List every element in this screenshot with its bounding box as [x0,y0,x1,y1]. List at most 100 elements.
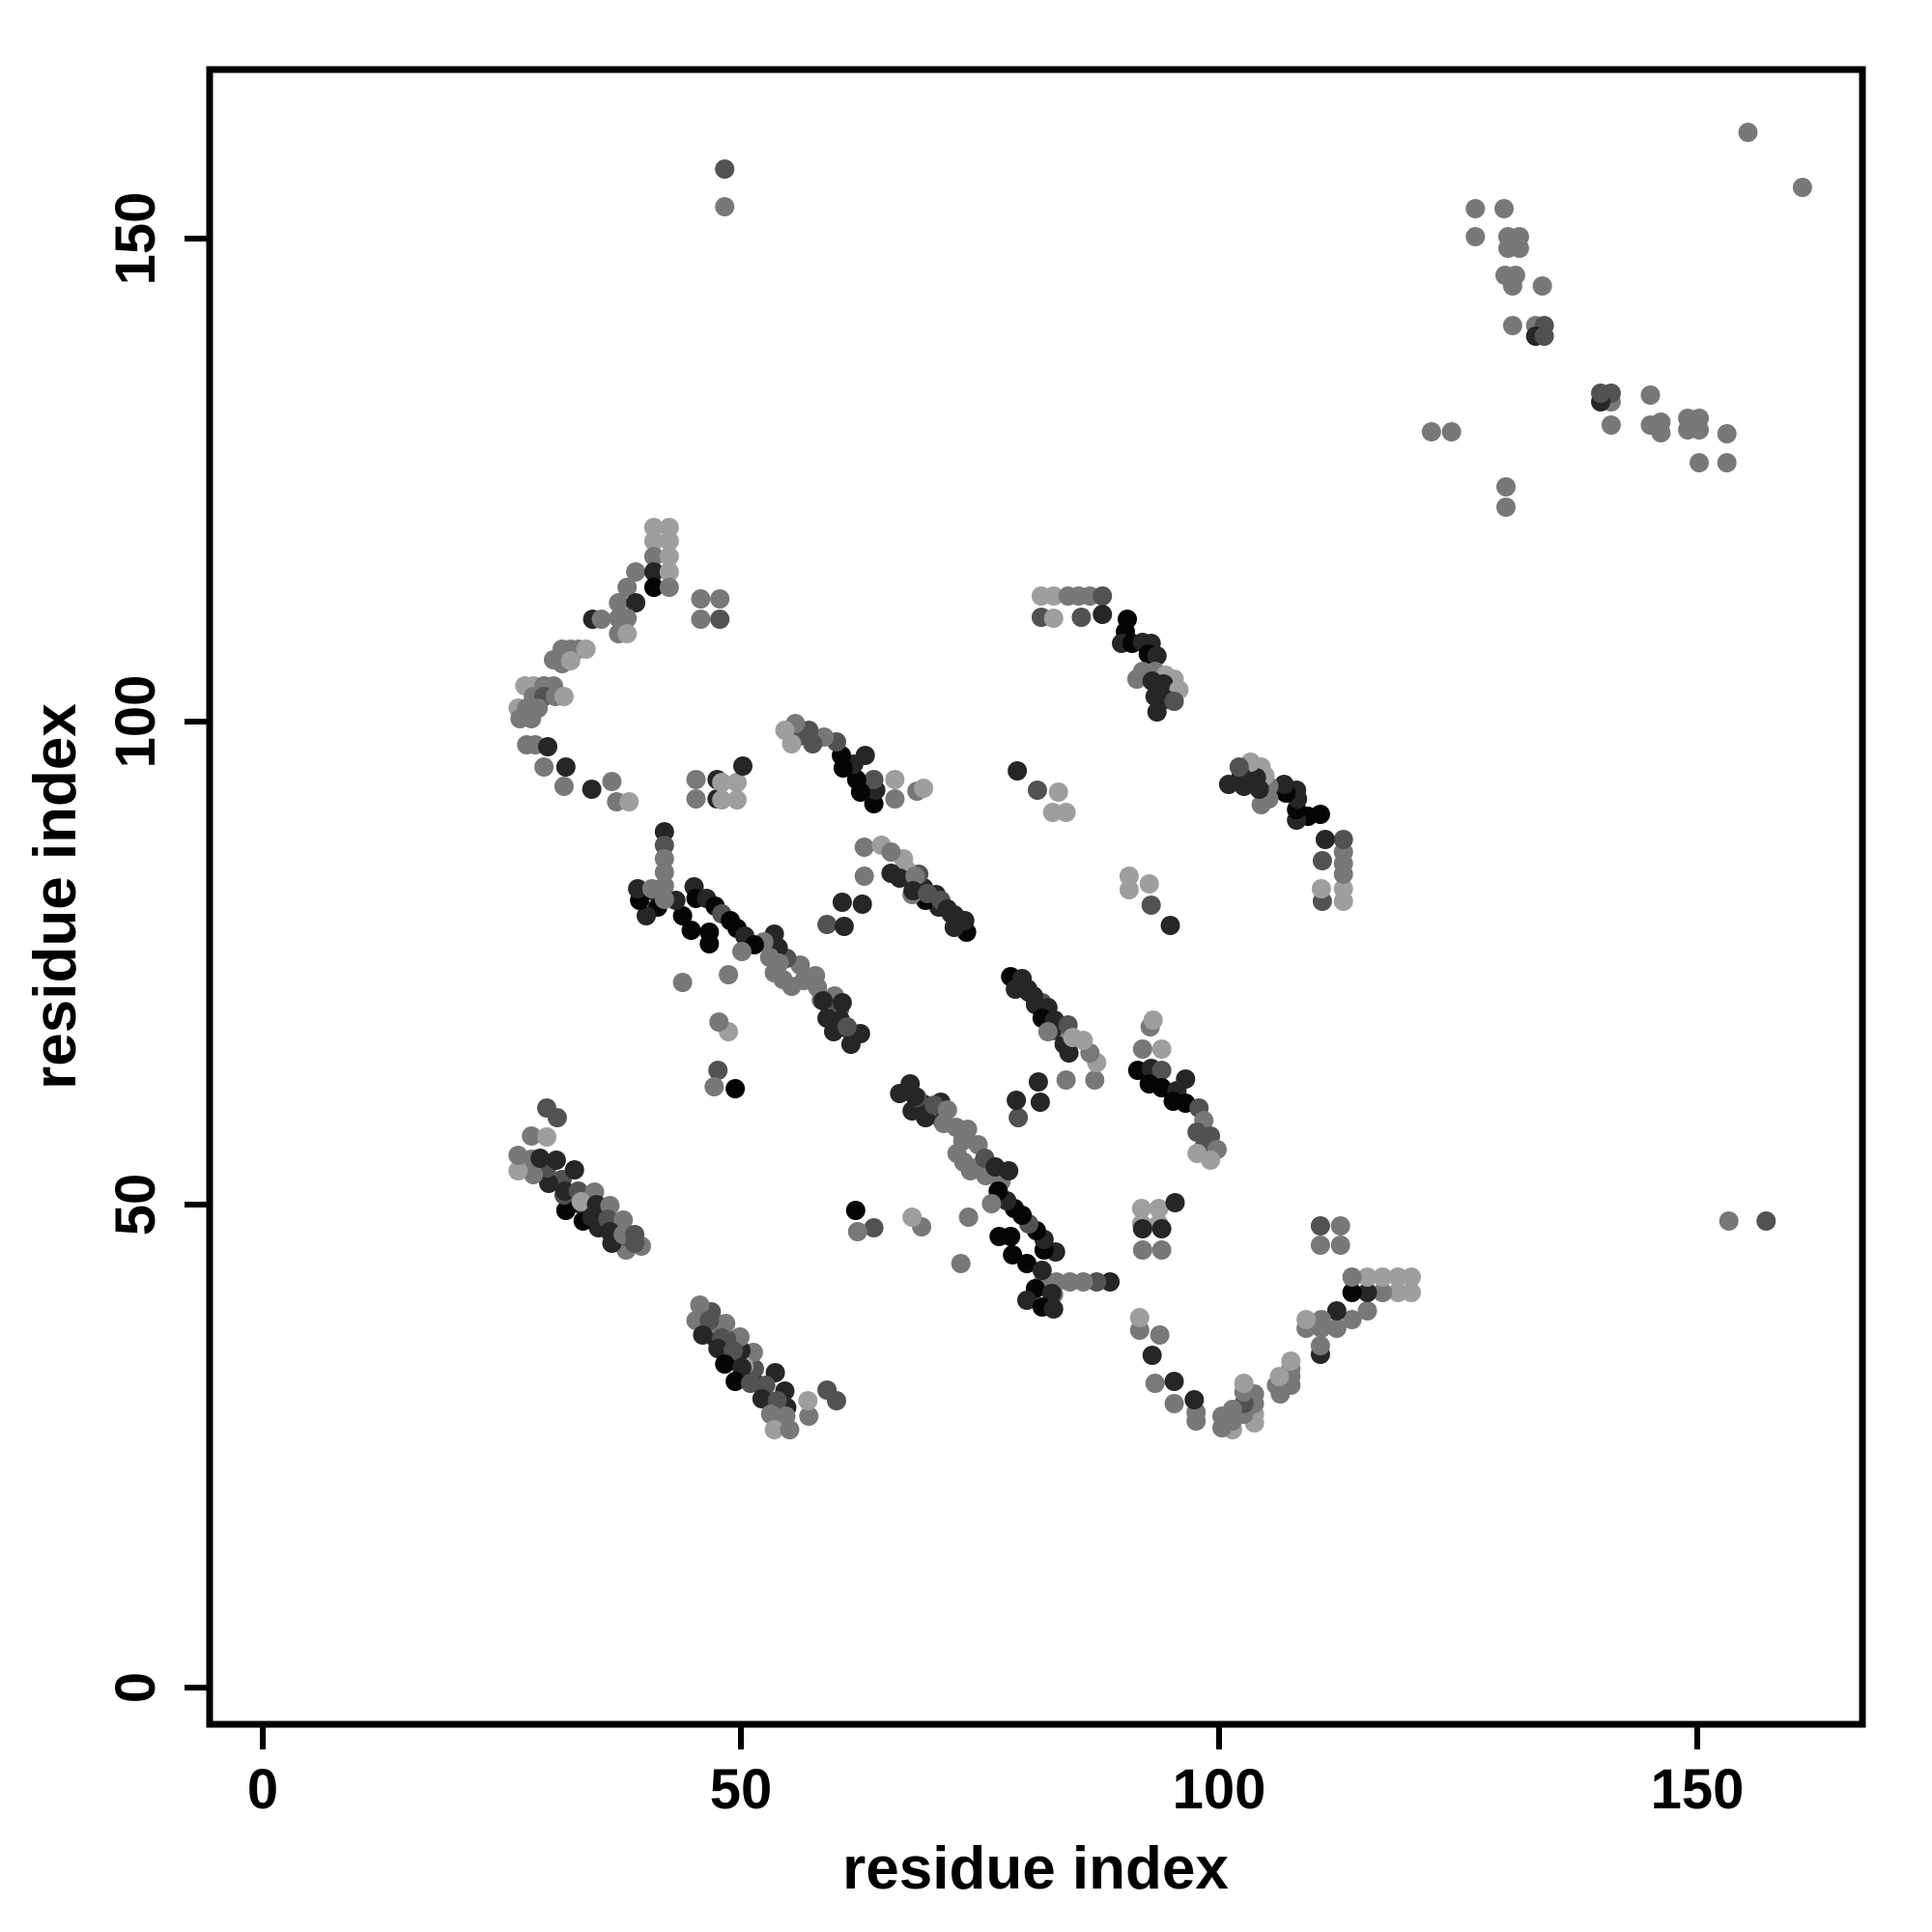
contact-point [817,915,838,934]
contact-point [1043,586,1064,606]
contact-point [958,1208,979,1227]
contact-point [1502,316,1522,335]
contact-point [864,770,884,789]
contact-point [582,780,602,799]
contact-point [1201,1151,1221,1170]
contact-point [1494,199,1514,218]
contact-point [643,562,664,582]
contact-point [1310,1236,1330,1255]
contact-point [1591,384,1610,403]
y-axis-title: residue index [22,703,89,1090]
contact-point [1534,327,1554,346]
contact-point [1041,1284,1062,1303]
contact-point [539,1174,558,1193]
contact-point [554,687,574,706]
contact-point [530,1149,551,1168]
x-tick-label-150: 150 [1651,1758,1745,1821]
contact-point [691,610,711,629]
contact-point [1640,385,1661,405]
contact-point [1119,880,1139,899]
contact-point [1312,851,1332,870]
contact-point [1131,1199,1151,1218]
contact-point [1008,761,1028,781]
contact-point [659,562,679,582]
contact-point [1402,1283,1421,1302]
contact-point [708,1339,728,1358]
contact-point [1164,1394,1184,1413]
contact-point [1441,422,1462,441]
contact-point [1032,1261,1052,1280]
contact-point [609,593,629,612]
contact-point [508,1146,528,1165]
contact-point [715,159,735,179]
contact-point [710,610,730,629]
contact-point [1373,1267,1393,1287]
contact-point [1717,453,1737,472]
contact-point [1145,1374,1165,1393]
contact-point [1056,803,1076,822]
contact-point [1143,1010,1163,1030]
contact-point [716,1314,736,1333]
contact-point [1330,1236,1350,1255]
contact-point [1151,1039,1172,1059]
contact-point [881,842,901,862]
contact-point [902,1208,923,1227]
contact-point [619,792,639,811]
contact-point [914,779,934,798]
contact-point [1139,874,1159,894]
contact-point [626,593,646,612]
contact-point [1048,782,1068,802]
y-tick-label-150: 150 [104,192,167,286]
contact-point [643,547,664,566]
contact-point [1388,1283,1408,1302]
contact-point [1150,1325,1170,1345]
contact-point [571,1192,591,1211]
contact-point [1176,1069,1196,1089]
contact-point [508,1161,528,1180]
contact-point [1184,1390,1205,1409]
contact-point [1792,178,1812,197]
contact-point [1601,415,1621,435]
contact-point [1151,1219,1172,1238]
contact-point [1315,830,1335,849]
contact-point [1532,276,1552,296]
contact-point [643,531,664,551]
contact-point [522,709,542,728]
contact-point [576,639,596,659]
contact-point [1330,1216,1350,1236]
contact-point [1141,895,1161,915]
contact-point [613,1210,634,1230]
contact-point [1129,1308,1150,1327]
contact-point [712,790,732,810]
contact-point [1073,1272,1094,1292]
contact-point [1017,1291,1037,1310]
contact-point [905,1087,925,1106]
contact-point [1164,1372,1184,1391]
contact-point [832,993,852,1012]
contact-point [817,1380,838,1400]
contact-point [654,836,674,855]
contact-point [524,1165,544,1184]
contact-point [654,863,674,882]
contact-point [712,773,732,792]
contact-point [760,1405,781,1424]
contact-point [560,651,581,670]
contact-point [832,893,852,912]
contact-point [643,578,664,597]
contact-point [847,1222,867,1241]
contact-point [1218,775,1238,794]
contact-point [625,1234,645,1253]
contact-point [764,1420,784,1439]
contact-point [659,531,679,551]
plot-frame [206,66,1866,1728]
contact-point [1119,867,1139,886]
contact-point [1126,669,1147,689]
contact-point [637,906,656,925]
y-tick-label-50: 50 [104,1174,167,1236]
contact-point [1151,1240,1172,1260]
contact-point [1509,239,1529,258]
contact-point [719,965,739,984]
contact-point [617,578,638,597]
